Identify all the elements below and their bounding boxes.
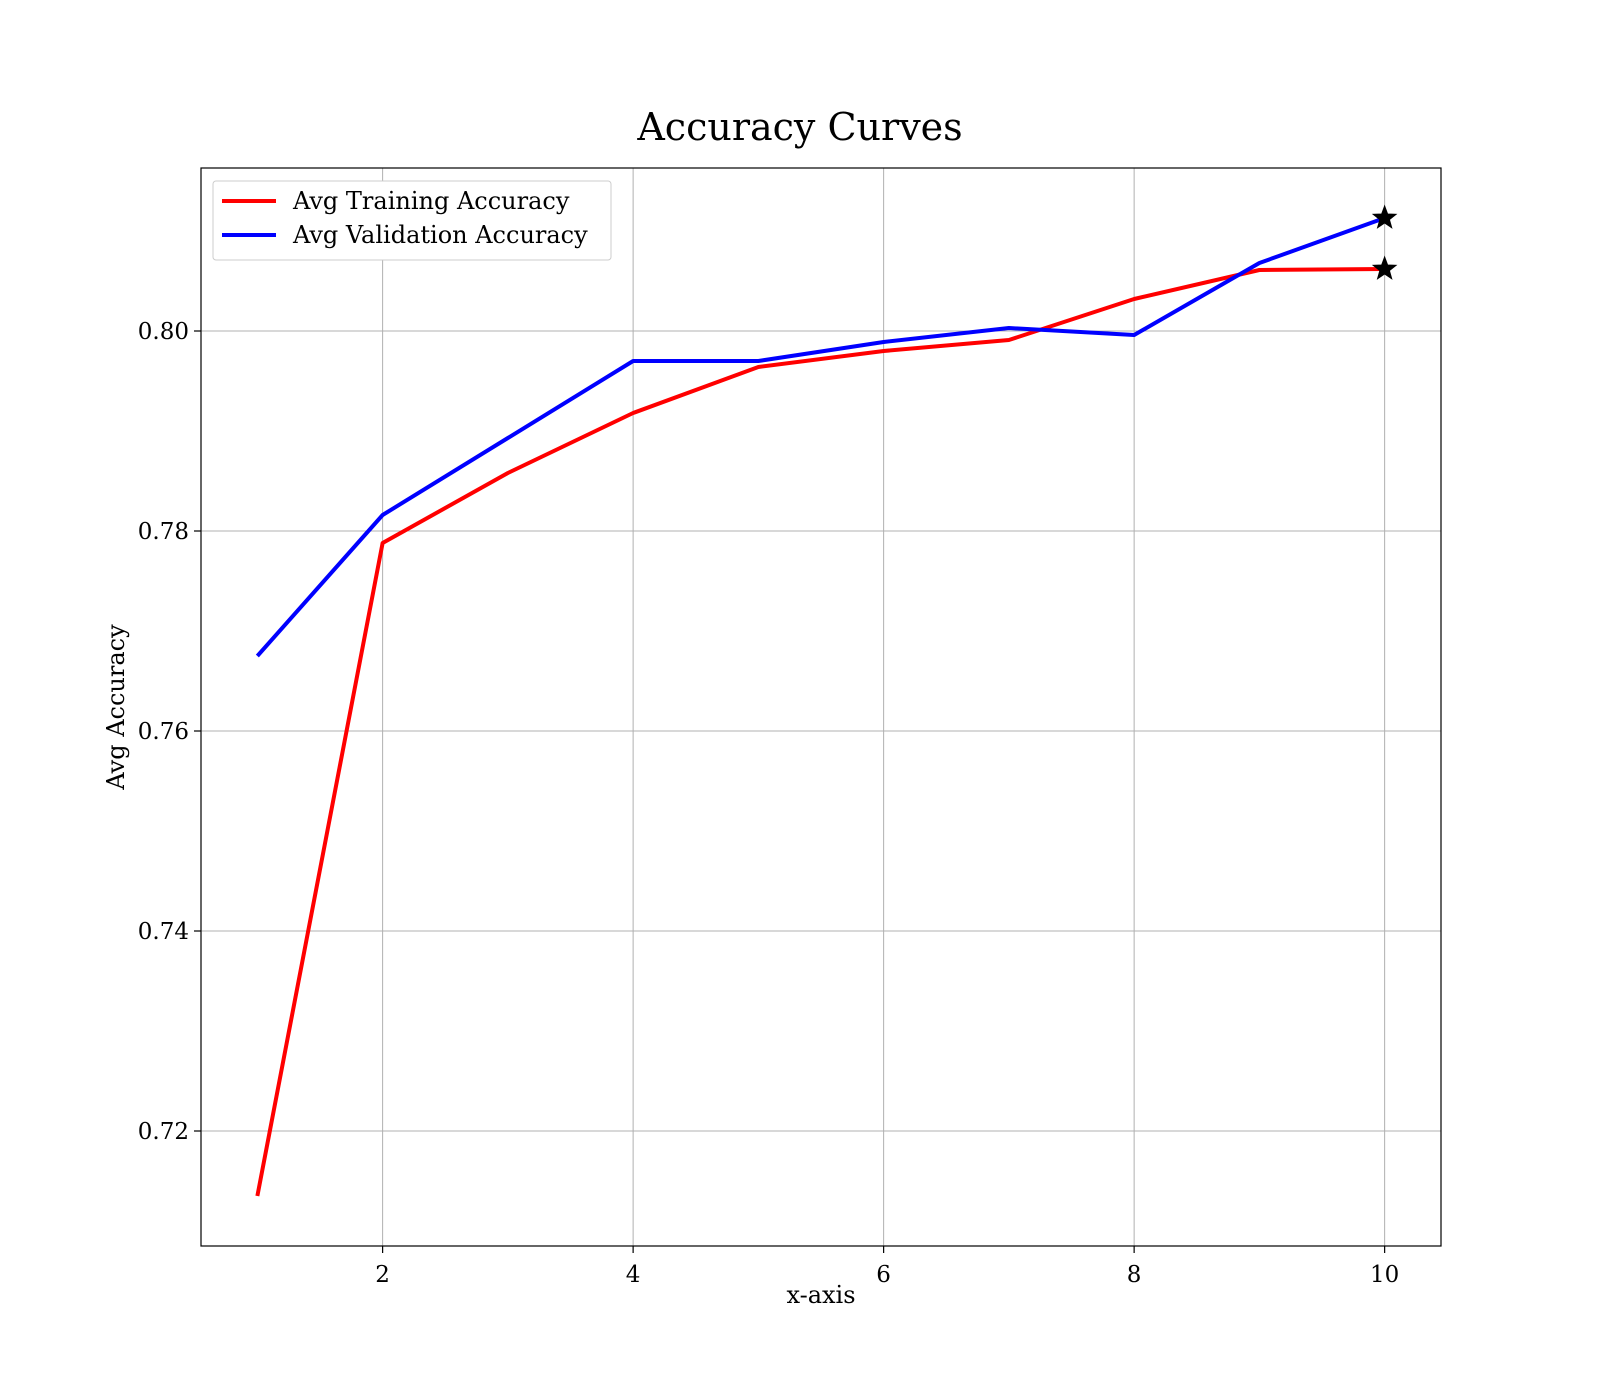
x-tick-label: 10 [1370, 1262, 1399, 1288]
series-line-training [255, 267, 1385, 1197]
legend: Avg Training Accuracy Avg Validation Acc… [212, 180, 612, 261]
series-lines [255, 216, 1386, 1197]
x-tick-label: 4 [626, 1262, 641, 1288]
chart-title: Accuracy Curves [636, 105, 962, 149]
x-tick-label: 6 [876, 1262, 891, 1288]
best-marker-training [1371, 255, 1398, 280]
y-tick-label: 0.76 [138, 719, 189, 745]
x-tick-label: 2 [375, 1262, 390, 1288]
legend-box [212, 180, 612, 261]
x-tick-label: 8 [1127, 1262, 1142, 1288]
y-tick-label: 0.80 [138, 319, 189, 345]
y-axis-label: Avg Accuracy [102, 624, 130, 791]
y-tick-label: 0.78 [138, 519, 189, 545]
axis-ticks: 2 4 6 8 10 0.72 0.74 0.76 0.78 0.80 [138, 319, 1399, 1288]
grid-lines [201, 168, 1441, 1246]
legend-label-training: Avg Training Accuracy [292, 187, 570, 215]
legend-label-validation: Avg Validation Accuracy [292, 221, 588, 249]
plot-frame [200, 167, 1442, 1247]
best-marker-validation [1371, 204, 1398, 229]
y-tick-label: 0.74 [138, 919, 189, 945]
series-line-validation [255, 216, 1386, 658]
x-axis-label: x-axis [786, 1281, 855, 1309]
best-markers [1371, 204, 1398, 280]
y-tick-label: 0.72 [138, 1119, 189, 1145]
